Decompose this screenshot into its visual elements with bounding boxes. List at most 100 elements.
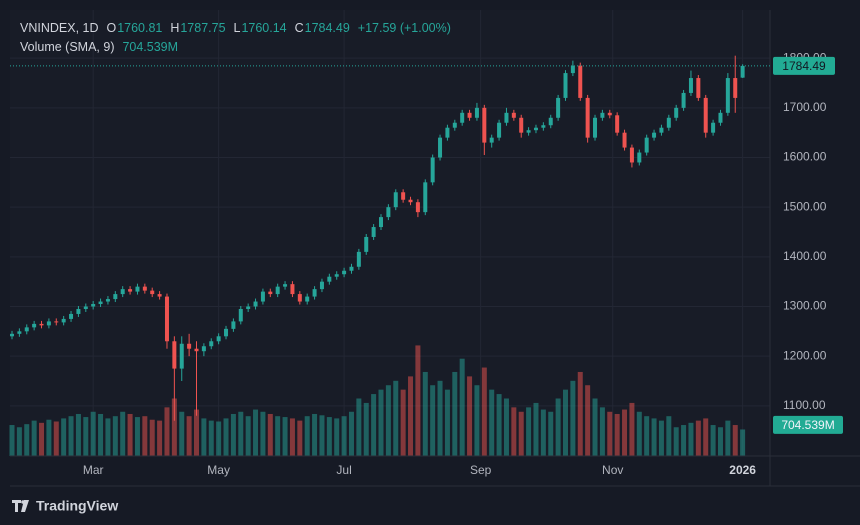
- volume-bar: [39, 422, 45, 456]
- candle-body: [556, 97, 561, 118]
- candle-body: [297, 294, 302, 302]
- volume-bar: [717, 427, 723, 456]
- volume-bar: [16, 427, 22, 456]
- candle-body: [54, 321, 59, 323]
- volume-bar: [408, 376, 414, 456]
- volume-bar: [496, 394, 502, 456]
- logo-icon: [21, 500, 25, 504]
- volume-bar: [267, 413, 273, 456]
- logo: TradingView: [12, 498, 118, 514]
- candle-body: [150, 290, 155, 295]
- y-tick-label: 1100.00: [783, 398, 826, 412]
- candle-body: [105, 299, 110, 302]
- volume-bar: [511, 407, 517, 456]
- candle-body: [157, 294, 162, 297]
- candle-body: [305, 296, 310, 302]
- candle-body: [393, 192, 398, 208]
- volume-bar: [658, 420, 664, 456]
- candle-body: [327, 276, 332, 282]
- volume-bar: [444, 389, 450, 456]
- candle-body: [474, 107, 479, 118]
- candle-body: [637, 152, 642, 163]
- volume-bar: [467, 376, 473, 456]
- candle-body: [371, 227, 376, 237]
- volume-bar: [105, 418, 111, 456]
- candle-body: [519, 117, 524, 133]
- volume-bar: [636, 411, 642, 456]
- candle-body: [430, 157, 435, 183]
- candle-body: [526, 130, 531, 133]
- ohlc-key: O: [106, 21, 117, 35]
- candle-body: [703, 97, 708, 133]
- candle-body: [740, 65, 745, 78]
- volume-name: Volume (SMA, 9): [20, 40, 115, 54]
- volume-bar: [363, 402, 369, 456]
- candle-body: [194, 348, 199, 352]
- candle-body: [438, 137, 443, 158]
- volume-bar: [548, 411, 554, 456]
- volume-bar: [90, 411, 96, 456]
- volume-bar: [422, 371, 428, 456]
- volume-bar: [695, 420, 701, 456]
- candle-body: [563, 73, 568, 98]
- volume-bar: [577, 371, 583, 456]
- y-tick-label: 1500.00: [783, 199, 827, 213]
- candle-body: [460, 112, 465, 123]
- volume-bar: [503, 398, 509, 456]
- candle-body: [725, 78, 730, 113]
- candle-body: [696, 78, 701, 98]
- candle-body: [334, 274, 339, 277]
- volume-bar: [201, 418, 207, 456]
- volume-bar: [430, 385, 436, 456]
- ohlc-value: 1784.49: [304, 21, 350, 35]
- candle-body: [224, 328, 229, 337]
- ohlc-key: H: [170, 21, 180, 35]
- candle-body: [113, 294, 118, 300]
- candle-body: [379, 217, 383, 228]
- volume-bar: [703, 418, 709, 456]
- volume-bar: [725, 420, 731, 456]
- volume-bar: [238, 411, 244, 456]
- volume-bar: [644, 416, 650, 456]
- candle-body: [718, 112, 723, 123]
- candle-body: [61, 318, 66, 323]
- candle-body: [120, 289, 125, 295]
- volume-bar: [216, 421, 222, 456]
- ohlc-key: L: [233, 21, 241, 35]
- volume-bar: [127, 413, 133, 456]
- y-tick-label: 1200.00: [783, 348, 827, 362]
- volume-bar: [134, 417, 140, 456]
- legend: VNINDEX, 1D O1760.81 H1787.75 L1760.14 C…: [20, 19, 452, 57]
- volume-bar: [46, 419, 52, 456]
- volume-bar: [526, 407, 532, 456]
- volume-bar: [393, 380, 399, 456]
- volume-bar: [304, 416, 310, 456]
- volume-bar: [400, 389, 406, 456]
- volume-bar: [385, 385, 391, 456]
- candle-body: [76, 308, 81, 314]
- axes: [10, 10, 860, 487]
- candle-body: [32, 323, 37, 328]
- volume-bar: [481, 367, 487, 456]
- volume-bar: [275, 416, 281, 456]
- volume-bar: [459, 358, 465, 456]
- volume-bar: [740, 429, 746, 456]
- candle-body: [415, 202, 420, 213]
- volume-bar: [120, 411, 126, 456]
- logo-icon: [12, 500, 29, 512]
- candle-body: [238, 308, 243, 322]
- volume-bar: [533, 402, 539, 456]
- volume-bar: [356, 398, 362, 456]
- candle-body: [511, 112, 516, 118]
- x-tick-label: Mar: [83, 463, 104, 477]
- candle-body: [452, 122, 457, 128]
- y-tick-label: 1300.00: [783, 299, 827, 313]
- volume-bar: [194, 409, 199, 456]
- volume-bar: [171, 398, 177, 456]
- candle-body: [201, 346, 206, 352]
- volume-bar: [282, 417, 288, 456]
- candle-body: [135, 286, 140, 292]
- candles: [10, 55, 745, 421]
- volume-bar: [710, 425, 716, 456]
- volume-bar: [260, 411, 266, 456]
